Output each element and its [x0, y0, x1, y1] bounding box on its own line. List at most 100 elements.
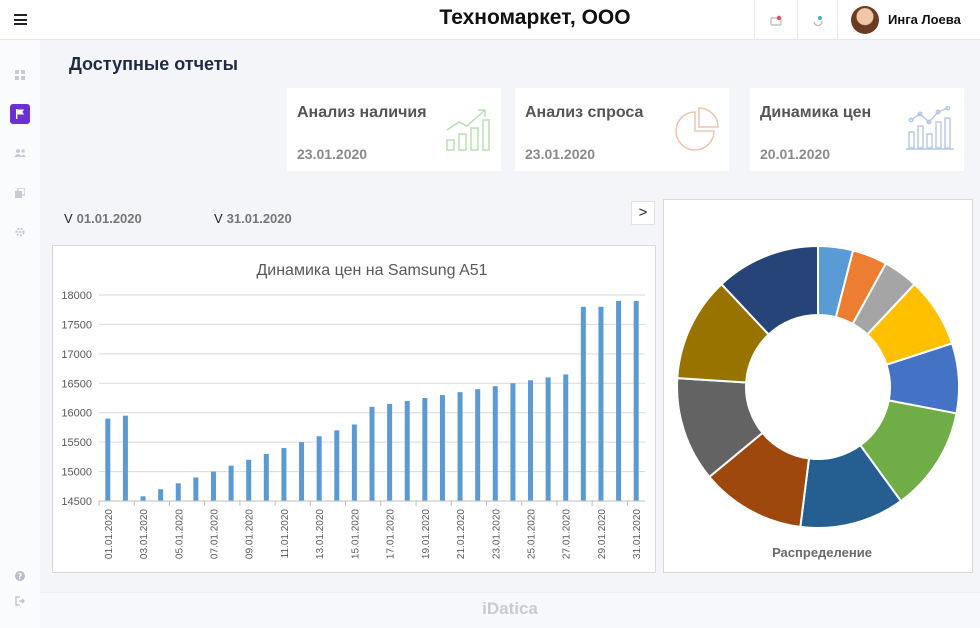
card-title: Динамика цен [760, 104, 872, 121]
bar [281, 448, 287, 501]
y-tick-label: 15000 [61, 467, 92, 479]
bar [598, 306, 604, 501]
bar [158, 489, 164, 501]
x-tick-label: 09.01.2020 [245, 509, 256, 559]
x-tick-label: 01.01.2020 [104, 509, 115, 559]
x-tick-label: 05.01.2020 [174, 509, 185, 559]
distribution-chart-panel: Распределение [663, 199, 973, 573]
donut-title: Распределение [772, 545, 872, 560]
sidebar-item-settings[interactable] [10, 222, 30, 242]
card-date: 23.01.2020 [525, 146, 596, 162]
price-chart-panel: Динамика цен на Samsung A51 14500 15000 155… [52, 245, 656, 573]
x-tick-label: 15.01.2020 [350, 509, 361, 559]
x-tick-label: 29.01.2020 [597, 509, 608, 559]
logout-icon [15, 596, 25, 606]
bar [140, 496, 146, 501]
y-tick-label: 15500 [61, 437, 92, 449]
menu-icon[interactable] [14, 14, 27, 25]
bar [528, 380, 534, 501]
bar [439, 395, 445, 501]
flag-icon [16, 109, 24, 119]
card-title: Анализ наличия [297, 104, 427, 121]
bar [122, 415, 128, 501]
sidebar-item-reports[interactable] [10, 104, 30, 124]
y-tick-label: 17500 [61, 319, 92, 331]
date-from-filter[interactable]: V 01.01.2020 [64, 211, 142, 226]
avatar[interactable] [851, 6, 879, 34]
donut-slice [720, 244, 819, 336]
report-card-prices[interactable]: Динамика цен 20.01.2020 [750, 88, 964, 171]
y-tick-label: 18000 [61, 290, 92, 302]
card-date: 20.01.2020 [760, 146, 831, 162]
date-to-filter[interactable]: V 31.01.2020 [214, 211, 292, 226]
report-card-demand[interactable]: Анализ спроса 23.01.2020 [515, 88, 729, 171]
next-button[interactable]: > [631, 201, 655, 225]
bar [175, 483, 181, 501]
sidebar-item-dashboard[interactable] [10, 65, 30, 85]
y-tick-label: 17000 [61, 349, 92, 361]
x-tick-label: 19.01.2020 [421, 509, 432, 559]
report-card-availability[interactable]: Анализ наличия 23.01.2020 [287, 88, 501, 171]
divider [754, 0, 755, 40]
refresh-icon[interactable] [812, 14, 824, 27]
y-tick-label: 16000 [61, 408, 92, 420]
date-from-value: 01.01.2020 [76, 211, 142, 226]
x-tick-label: 31.01.2020 [632, 509, 643, 559]
sidebar-item-catalog[interactable] [10, 183, 30, 203]
bar [545, 377, 551, 501]
date-to-value: 31.01.2020 [226, 211, 292, 226]
bar [492, 386, 498, 501]
page-title: Доступные отчеты [69, 54, 238, 74]
sidebar-item-help[interactable]: ? [10, 566, 30, 586]
bar [616, 300, 622, 501]
bar [422, 398, 428, 501]
bar [404, 400, 410, 501]
x-tick-label: 23.01.2020 [491, 509, 502, 559]
x-tick-label: 17.01.2020 [386, 509, 397, 559]
y-tick-label: 16500 [61, 378, 92, 390]
bar [210, 471, 216, 501]
x-tick-label: 11.01.2020 [280, 509, 291, 559]
users-icon [14, 149, 26, 157]
bar [475, 389, 481, 501]
bar [334, 430, 340, 501]
grid-icon [15, 70, 25, 80]
sidebar: ? [0, 40, 40, 628]
footer-brand: iDatica [40, 592, 980, 628]
card-date: 23.01.2020 [297, 146, 368, 162]
sidebar-item-logout[interactable] [10, 591, 30, 611]
bar [457, 392, 463, 501]
y-tick-label: 14500 [61, 496, 92, 508]
x-tick-label: 21.01.2020 [456, 509, 467, 559]
notification-icon[interactable] [770, 14, 782, 26]
bar [633, 300, 639, 501]
copy-icon [15, 188, 25, 198]
svg-text:?: ? [18, 572, 23, 581]
distribution-donut-chart: Распределение [676, 244, 960, 560]
bar [563, 374, 569, 501]
bar [193, 477, 199, 501]
bar [510, 383, 516, 501]
sidebar-item-users[interactable] [10, 143, 30, 163]
bar-growth-icon [446, 109, 490, 151]
gear-icon [15, 227, 25, 237]
bar [263, 453, 269, 501]
pie-icon [675, 107, 719, 151]
bar [580, 306, 586, 501]
top-bar: Техномаркет, ООО Инга Лоева [0, 0, 980, 40]
x-tick-label: 27.01.2020 [562, 509, 573, 559]
bar [105, 418, 111, 501]
divider [837, 0, 838, 40]
bar [246, 459, 252, 501]
user-name[interactable]: Инга Лоева [888, 12, 961, 27]
price-bar-chart: Динамика цен на Samsung A51 14500 15000 155… [61, 262, 645, 559]
bar [369, 406, 375, 501]
x-tick-label: 25.01.2020 [527, 509, 538, 559]
company-name: Техномаркет, ООО [439, 6, 631, 29]
x-tick-label: 03.01.2020 [139, 509, 150, 559]
bar [387, 403, 393, 501]
chevron-down-icon: V [64, 211, 73, 226]
bar [228, 465, 234, 501]
divider [797, 0, 798, 40]
help-icon: ? [15, 571, 25, 581]
